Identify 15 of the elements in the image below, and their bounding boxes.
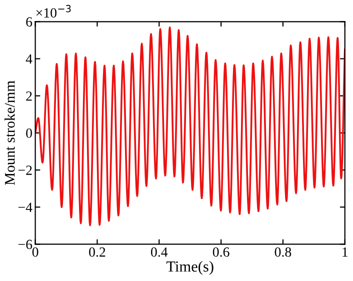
- y-tick-label: 4: [26, 54, 32, 64]
- x-tick-label: 0.4: [150, 247, 168, 257]
- x-tick-label: 1: [342, 247, 348, 257]
- y-tick-label: −6: [18, 240, 32, 250]
- x-tick-label: 0.8: [274, 247, 292, 257]
- y-tick-label: −2: [18, 166, 32, 175]
- x-tick-label: 0.6: [212, 247, 230, 257]
- text: ×10$^{−3}$: [36, 4, 71, 18]
- y-tick-label: 6: [26, 17, 32, 27]
- x-axis-title: Time(s): [166, 260, 214, 275]
- x-tick-label: 0.2: [89, 247, 106, 257]
- y-tick-label: 2: [26, 91, 32, 101]
- y-axis-title: Mount stroke/mm: [4, 80, 15, 185]
- y-tick-label: 0: [26, 128, 32, 138]
- y-tick-label: −4: [18, 202, 32, 212]
